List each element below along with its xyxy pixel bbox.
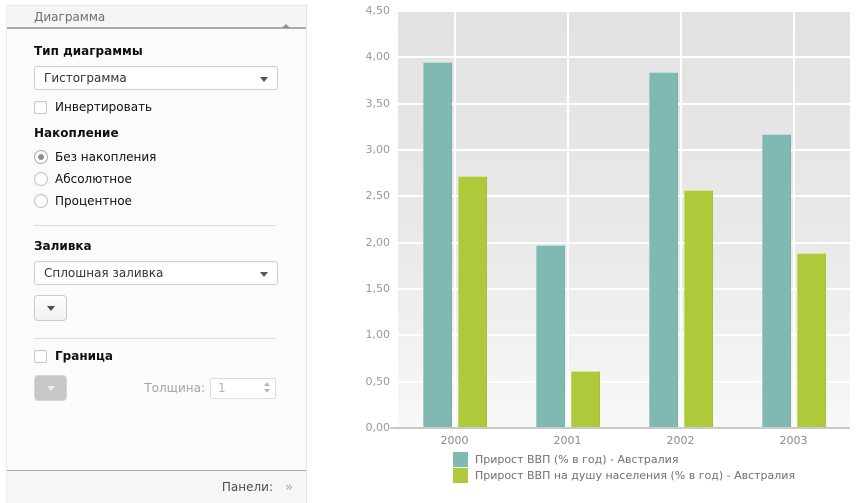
chart-type-label: Тип диаграммы	[34, 44, 143, 58]
bar-2000-series1	[457, 175, 487, 428]
radio-label: Абсолютное	[55, 172, 132, 186]
radio-icon	[34, 172, 48, 186]
legend-swatch-icon	[452, 468, 468, 483]
panel-body: Тип диаграммы Гистограмма Инвертировать …	[7, 44, 306, 401]
gridline	[398, 241, 850, 244]
fill-type-value: Сплошная заливка	[44, 266, 164, 280]
x-axis-line	[390, 427, 850, 429]
checkbox-icon	[34, 349, 47, 363]
legend-label: Прирост ВВП на душу населения (% в год) …	[474, 469, 796, 482]
gridline	[398, 288, 850, 290]
invert-label: Инвертировать	[55, 100, 153, 114]
radio-label: Без накопления	[55, 150, 157, 164]
x-tick-label: 2002	[666, 434, 695, 447]
chevron-down-icon	[260, 272, 268, 277]
thickness-input[interactable]: 1	[210, 377, 276, 399]
y-tick-label: 1,50	[365, 282, 391, 295]
bar-2003-series1	[796, 252, 826, 428]
stacking-label: Накопление	[34, 126, 119, 140]
legend-label: Прирост ВВП (% в год) - Австралия	[474, 453, 679, 466]
spinner-icons[interactable]	[264, 381, 270, 393]
spin-down-icon	[264, 388, 270, 393]
gridline	[398, 10, 850, 12]
y-tick-label: 4,50	[365, 4, 391, 17]
x-tick-label: 2000	[440, 434, 469, 447]
y-tick-label: 1,00	[365, 328, 391, 342]
y-tick-label: 3,00	[365, 143, 391, 156]
y-tick-label: 4,00	[365, 50, 391, 64]
bar-2002-series0	[648, 72, 678, 428]
spin-up-icon	[264, 381, 270, 386]
plot-area	[398, 10, 850, 428]
radio-selected-icon	[34, 150, 48, 164]
gridline	[398, 380, 850, 383]
gridline	[398, 56, 850, 59]
thickness-label: Толщина:	[144, 381, 205, 395]
thickness-value: 1	[218, 381, 226, 395]
chevron-down-icon	[46, 385, 55, 391]
x-tick-label: 2003	[779, 434, 808, 447]
radio-absolute[interactable]: Абсолютное	[34, 172, 276, 186]
legend-row: Прирост ВВП (% в год) - Австралия	[452, 452, 795, 467]
x-tick-label: 2001	[553, 434, 582, 447]
bar-2000-series0	[422, 61, 452, 428]
radio-icon	[34, 194, 48, 208]
diagram-settings-panel: Диаграмма Тип диаграммы Гистограмма Инве…	[6, 5, 307, 503]
chart-legend: Прирост ВВП (% в год) - Австралия Прирост…	[398, 452, 850, 483]
panel-header[interactable]: Диаграмма	[7, 5, 306, 29]
bar-2003-series0	[761, 134, 791, 428]
border-color-button	[34, 375, 67, 401]
chart-type-select[interactable]: Гистограмма	[34, 66, 278, 90]
bar-2001-series0	[535, 245, 565, 428]
bar-2001-series1	[570, 370, 600, 428]
gridline	[398, 195, 850, 198]
legend-swatch-icon	[452, 452, 468, 467]
gridline	[398, 334, 850, 337]
chevron-down-icon	[46, 305, 55, 311]
gridline	[792, 11, 795, 428]
panel-title: Диаграмма	[34, 9, 106, 24]
radio-percent[interactable]: Процентное	[34, 194, 276, 208]
border-label: Граница	[55, 349, 114, 363]
checkbox-icon	[34, 100, 47, 114]
gridline	[398, 149, 850, 151]
chevron-down-icon	[260, 77, 268, 82]
gridline	[398, 102, 850, 105]
fill-type-select[interactable]: Сплошная заливка	[34, 261, 278, 285]
collapse-panel-icon[interactable]	[282, 9, 292, 28]
y-tick-label: 0,00	[365, 421, 391, 434]
gridline	[679, 11, 682, 428]
border-options-row: Толщина: 1	[34, 375, 276, 401]
bar-2002-series1	[683, 189, 713, 428]
fill-color-button[interactable]	[34, 295, 67, 321]
y-tick-label: 0,50	[365, 374, 391, 388]
y-tick-label: 2,00	[365, 235, 391, 249]
chart-type-value: Гистограмма	[44, 71, 127, 85]
fill-label: Заливка	[34, 239, 92, 253]
divider	[34, 338, 276, 339]
y-tick-label: 2,50	[365, 189, 391, 203]
divider	[34, 225, 276, 226]
expand-panels-icon[interactable]: »	[285, 479, 293, 495]
radio-no-stacking[interactable]: Без накопления	[34, 150, 276, 164]
y-tick-label: 3,50	[365, 96, 391, 110]
legend-row: Прирост ВВП на душу населения (% в год) …	[452, 468, 796, 483]
gridline	[566, 11, 569, 428]
invert-checkbox[interactable]: Инвертировать	[34, 100, 276, 114]
panels-label: Панели:	[221, 480, 274, 494]
border-checkbox[interactable]: Граница	[34, 349, 276, 363]
panel-footer: Панели: »	[7, 470, 306, 503]
gridline	[453, 11, 456, 428]
radio-label: Процентное	[55, 194, 132, 208]
